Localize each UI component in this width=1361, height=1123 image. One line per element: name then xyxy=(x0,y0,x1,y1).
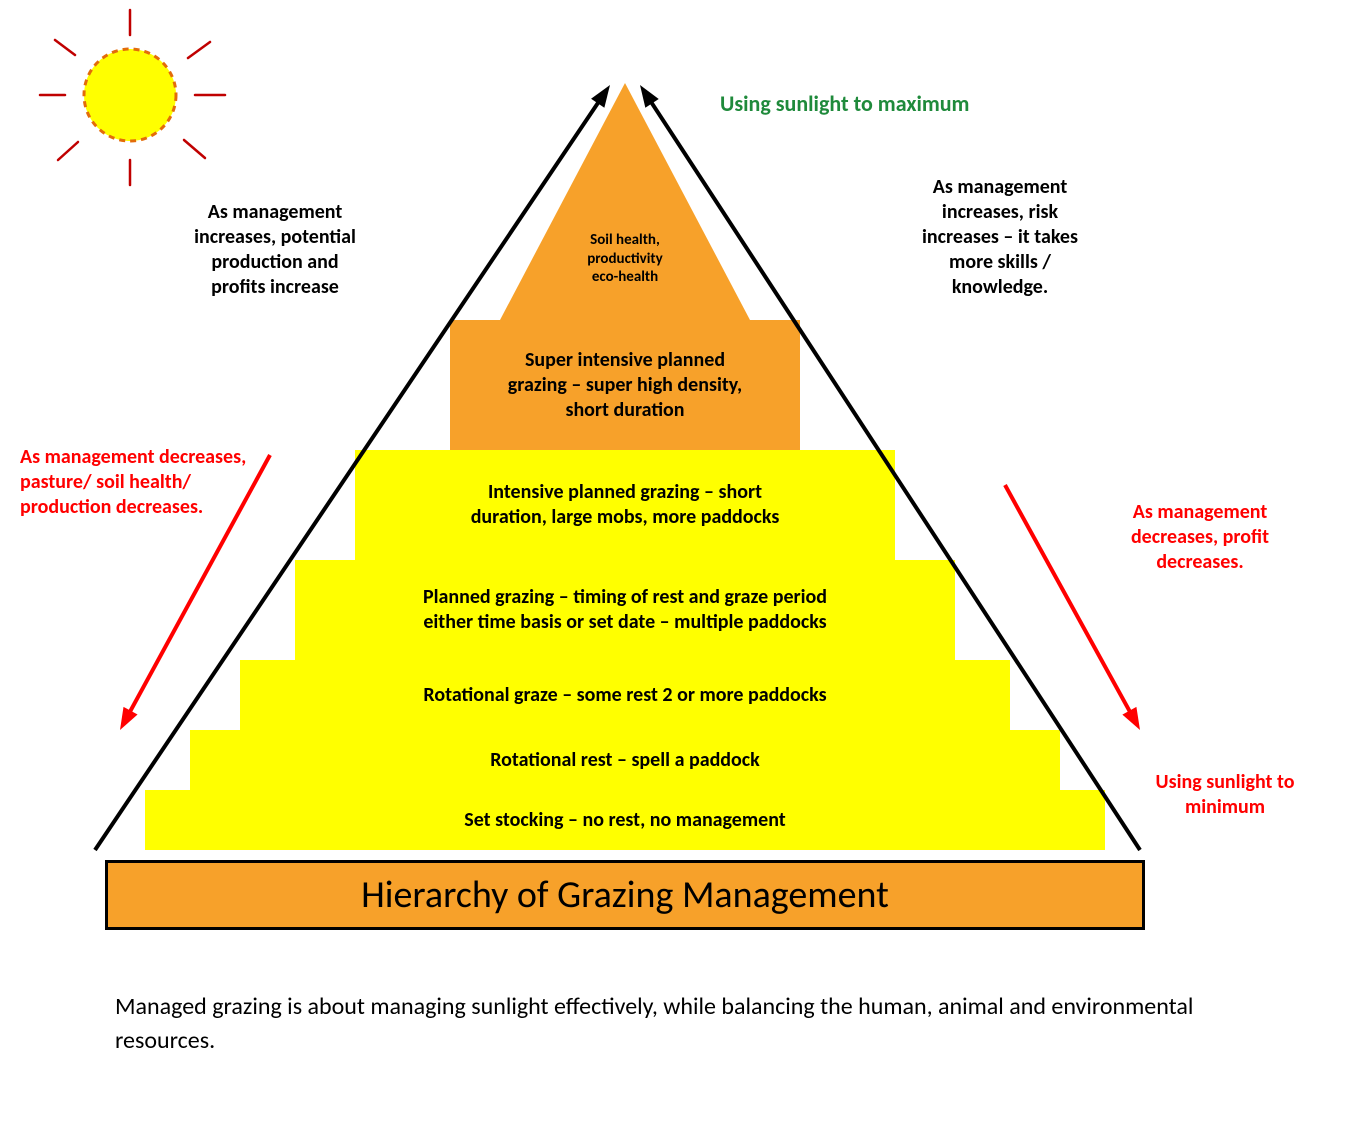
arrowhead-right-up xyxy=(640,85,659,108)
arrowhead-left-up xyxy=(591,85,610,108)
caption-text: Managed grazing is about managing sunlig… xyxy=(115,990,1265,1057)
title-bar: Hierarchy of Grazing Management xyxy=(105,860,1145,930)
arrowhead-right-down xyxy=(1122,707,1140,730)
annotation-left-down-text: As management decreases,pasture/ soil he… xyxy=(20,445,320,520)
annotation-right-down-text: As managementdecreases, profitdecreases. xyxy=(1080,500,1320,575)
diagram-canvas: Set stocking – no rest, no managementRot… xyxy=(0,0,1361,1123)
annotation-sun-min: Using sunlight tominimum xyxy=(1110,770,1340,820)
arrowhead-left-down xyxy=(120,707,138,730)
title-text: Hierarchy of Grazing Management xyxy=(361,872,889,918)
annotation-sun-max: Using sunlight to maximum xyxy=(720,90,1140,118)
annotation-left-up-text: As managementincreases, potentialproduct… xyxy=(145,200,405,300)
annotation-right-up-text: As managementincreases, riskincreases – … xyxy=(870,175,1130,300)
